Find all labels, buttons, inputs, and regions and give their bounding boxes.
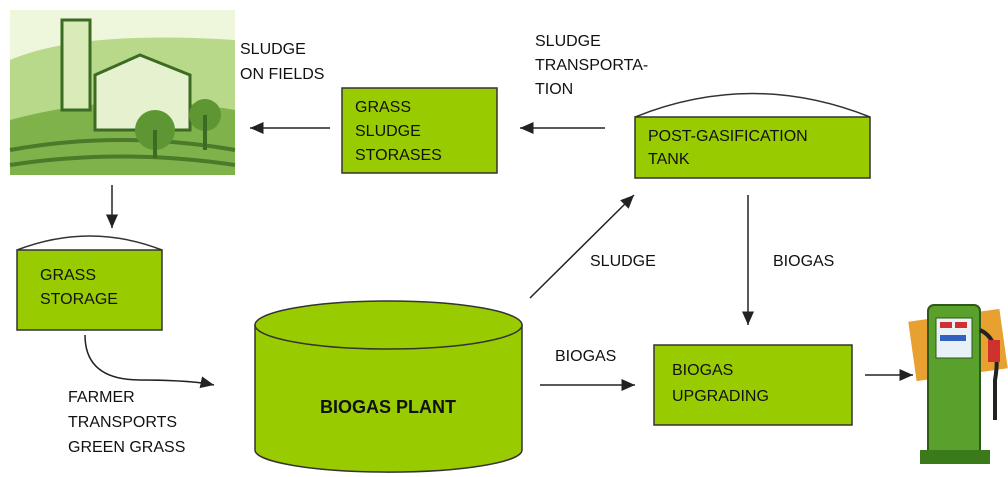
node-label: TANK	[648, 151, 690, 168]
edge-label: TRANSPORTA-	[535, 57, 648, 74]
edge-label: TION	[535, 81, 573, 98]
edge-label: FARMER	[68, 389, 135, 406]
node-label: POST-GASIFICATION	[648, 128, 808, 145]
edge-label: ON FIELDS	[240, 66, 324, 83]
tank-box	[635, 117, 870, 178]
storage-dome	[17, 236, 162, 250]
arrow	[530, 195, 634, 298]
edge-label: TRANSPORTS	[68, 414, 177, 431]
node-label: STORAGE	[40, 291, 118, 308]
node-label: SLUDGE	[355, 123, 421, 140]
edge-label: BIOGAS	[773, 253, 834, 270]
landscape-icon	[10, 10, 235, 175]
edge-label: BIOGAS	[555, 348, 616, 365]
upgrading-box	[654, 345, 852, 425]
edge-label: SLUDGE	[590, 253, 656, 270]
arrow	[85, 335, 214, 385]
edge-label: GREEN GRASS	[68, 439, 185, 456]
node-label: GRASS	[355, 99, 411, 116]
fuel-pump-icon	[908, 305, 1007, 464]
node-label: GRASS	[40, 267, 96, 284]
node-label: BIOGAS	[672, 362, 733, 379]
node-label: BIOGAS PLANT	[320, 397, 456, 417]
node-label: STORASES	[355, 147, 442, 164]
edge-label: SLUDGE	[240, 41, 306, 58]
node-label: UPGRADING	[672, 388, 769, 405]
tank-dome	[635, 94, 870, 118]
edge-label: SLUDGE	[535, 33, 601, 50]
diagram: GRASS SLUDGE STORASES POST-GASIFICATION …	[0, 0, 1008, 477]
grass-storage-box	[17, 250, 162, 330]
biogas-plant-cylinder	[255, 301, 522, 472]
